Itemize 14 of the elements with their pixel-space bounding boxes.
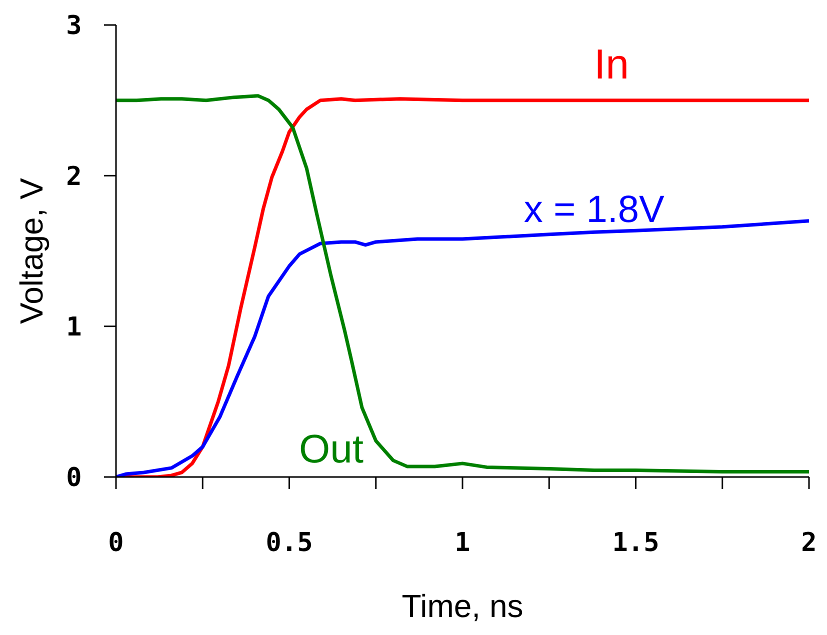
series-label: In (594, 40, 630, 88)
x-tick-label: 1 (454, 528, 470, 558)
x-tick-label: 0 (108, 528, 124, 558)
y-tick-label: 2 (66, 162, 82, 192)
y-tick-label: 1 (66, 312, 82, 342)
y-tick-label: 0 (66, 463, 82, 494)
series-label: x = 1.8V (524, 189, 666, 232)
x-tick-label: 1.5 (612, 528, 660, 558)
x-axis-title: Time, ns (402, 588, 524, 624)
x-tick-label: 2 (801, 528, 817, 558)
x-tick-label: 0.5 (266, 528, 313, 558)
series-label: Out (298, 427, 364, 472)
y-tick-label: 3 (66, 11, 82, 42)
y-axis-title: Voltage, V (13, 177, 50, 324)
